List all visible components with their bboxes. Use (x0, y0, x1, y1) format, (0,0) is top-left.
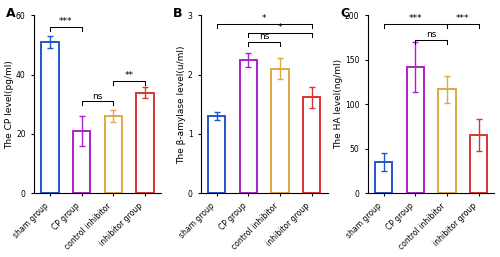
Text: B: B (173, 7, 182, 20)
Text: ***: *** (59, 17, 72, 26)
Text: *: * (262, 14, 266, 23)
Text: ***: *** (456, 14, 469, 23)
Bar (406, 67, 424, 193)
Text: A: A (6, 7, 16, 20)
Bar (136, 93, 154, 193)
Y-axis label: The CP level(pg/ml): The CP level(pg/ml) (6, 60, 15, 149)
Text: ns: ns (92, 91, 102, 100)
Y-axis label: The β-amylase level(u/ml): The β-amylase level(u/ml) (178, 45, 186, 164)
Bar (240, 60, 257, 193)
Bar (41, 42, 58, 193)
Text: *: * (278, 23, 282, 32)
Bar (438, 89, 456, 193)
Bar (470, 135, 488, 193)
Bar (272, 69, 289, 193)
Bar (104, 116, 122, 193)
Text: ns: ns (259, 32, 270, 41)
Text: **: ** (124, 71, 134, 80)
Bar (208, 116, 226, 193)
Bar (375, 162, 392, 193)
Y-axis label: The HA level(ng/ml): The HA level(ng/ml) (334, 59, 344, 149)
Text: C: C (340, 7, 349, 20)
Text: ***: *** (408, 14, 422, 23)
Bar (303, 97, 320, 193)
Bar (73, 131, 90, 193)
Text: ns: ns (426, 30, 436, 40)
